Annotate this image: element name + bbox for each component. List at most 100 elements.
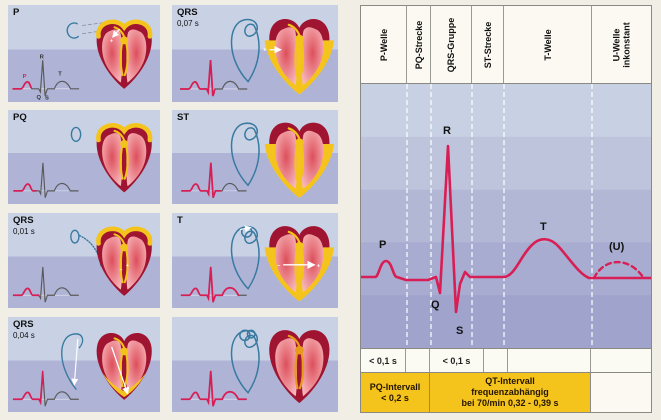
phase-panel-qrs-004s: QRS 0,04 s [8,317,160,412]
left-chamber [274,234,297,293]
phase-label: ST [177,112,190,123]
timing-cell-0: < 0,1 s [361,349,406,372]
right-chamber [301,130,324,189]
polarity-mark: + [316,263,320,269]
diagram-header: P-Welle PQ-Strecke QRS-Gruppe ST-Strecke T-W… [361,6,651,84]
atria-depolarized-band [96,19,153,39]
phase-label: QRS 0,01 s [13,215,35,236]
column-label: T-Welle [542,28,553,61]
mini-ecg: R T P Q S [12,54,80,101]
svg-text:S: S [45,95,49,101]
conduction-system [113,233,129,284]
atria-depolarized-band [96,122,153,143]
column-label: ST-Strecke [482,21,493,68]
phase-label: QRS 0,07 s [177,7,199,28]
mini-ecg-highlight [12,80,32,90]
left-chamber [274,27,297,86]
svg-text:R: R [40,54,45,60]
phase-label: P [13,7,20,18]
svg-text:P: P [23,74,27,80]
atria-depolarized-band [96,226,153,246]
vector-loop [230,18,260,83]
wave-label-r: R [443,125,451,137]
ecg-trace [361,144,651,314]
mini-ecg [181,370,248,406]
wave-label-t: T [540,221,547,233]
empty-interval-cell [591,373,651,412]
right-chamber [301,27,324,86]
ecg-plot: P R Q S T (U) [361,84,651,348]
heart-illustration: + [263,18,334,95]
right-chamber [126,340,147,394]
interval-row: PQ-Intervall < 0,2 s QT-Intervall frequenza… [361,372,651,412]
conduction-system [287,334,304,390]
conduction-system [113,26,129,77]
phase-panel-qrs-007s: QRS 0,07 s + [172,5,338,102]
svg-text:Q: Q [37,94,42,100]
conduction-system [287,127,304,182]
mini-ecg-highlight [181,162,222,199]
heart-illustration: − + [264,225,334,302]
header-cell-5: U-Welle inkonstant [592,6,651,83]
wave-label-p: P [379,239,386,251]
polarity-mark: − [277,263,281,269]
right-chamber [126,236,147,290]
vector-loop [230,225,260,290]
qt-interval-box: QT-Intervall frequenzabhängig bei 70/min 0… [430,373,591,412]
wave-label-s: S [456,325,463,337]
mini-ecg-highlight [181,370,248,406]
timing-cell-4 [508,349,591,372]
timing-cell-3 [484,349,508,372]
mini-ecg [181,266,248,302]
depolarization-arrow [111,346,130,395]
left-chamber [102,340,123,394]
u-wave-dashed [592,260,645,280]
polarity-mark: + [126,263,129,269]
heart-illustration [96,332,152,400]
timing-cell-2: < 0,1 s [430,349,484,372]
heart-illustration [268,329,330,403]
right-chamber [126,29,147,83]
phase-label: PQ [13,112,27,123]
conduction-system [287,23,304,79]
timing-cell-5 [591,349,651,372]
phase-panel-qrs-001s: QRS 0,01 s + − [8,213,160,308]
phase-panel-rest [172,317,338,412]
phase-panel-st: ST [172,110,338,204]
mini-ecg [12,370,79,406]
column-label: U-Welle inkonstant [611,21,632,68]
phase-label: T [177,215,183,226]
timing-row: < 0,1 s < 0,1 s [361,348,651,372]
mini-ecg [12,266,79,302]
mini-ecg-highlight [13,183,37,192]
phase-panel-p: P R T P Q S + [8,5,160,102]
ecg-plot-svg: P R Q S T (U) [361,84,651,348]
mini-ecg-highlight [180,59,216,96]
left-chamber [274,338,297,397]
heart-illustration [264,122,334,198]
header-cell-0: P-Welle [361,6,407,83]
column-label: PQ-Strecke [413,20,424,69]
conduction-system [287,230,304,286]
depolarization-arrow [112,28,121,38]
left-chamber [102,132,123,186]
header-cell-3: ST-Strecke [472,6,504,83]
mini-ecg [181,162,247,199]
wave-label-q: Q [431,299,440,311]
mini-ecg-wave-labels: R T P Q S [23,54,63,101]
heart-illustration [96,122,153,193]
conduction-system [113,337,129,388]
heart-illustration: +− [96,226,153,296]
phase-panel-pq: PQ [8,110,160,204]
polarity-mark: + [110,39,113,45]
plot-gridlines [406,84,593,348]
ecg-diagram: P-Welle PQ-Strecke QRS-Gruppe ST-Strecke T-W… [360,5,652,413]
timing-cell-1 [406,349,430,372]
left-chamber [274,130,297,189]
column-label: P-Welle [378,28,389,61]
conduction-system [113,129,129,180]
right-chamber [301,338,324,397]
polarity-mark: + [263,47,267,53]
wave-label-u: (U) [609,241,625,253]
